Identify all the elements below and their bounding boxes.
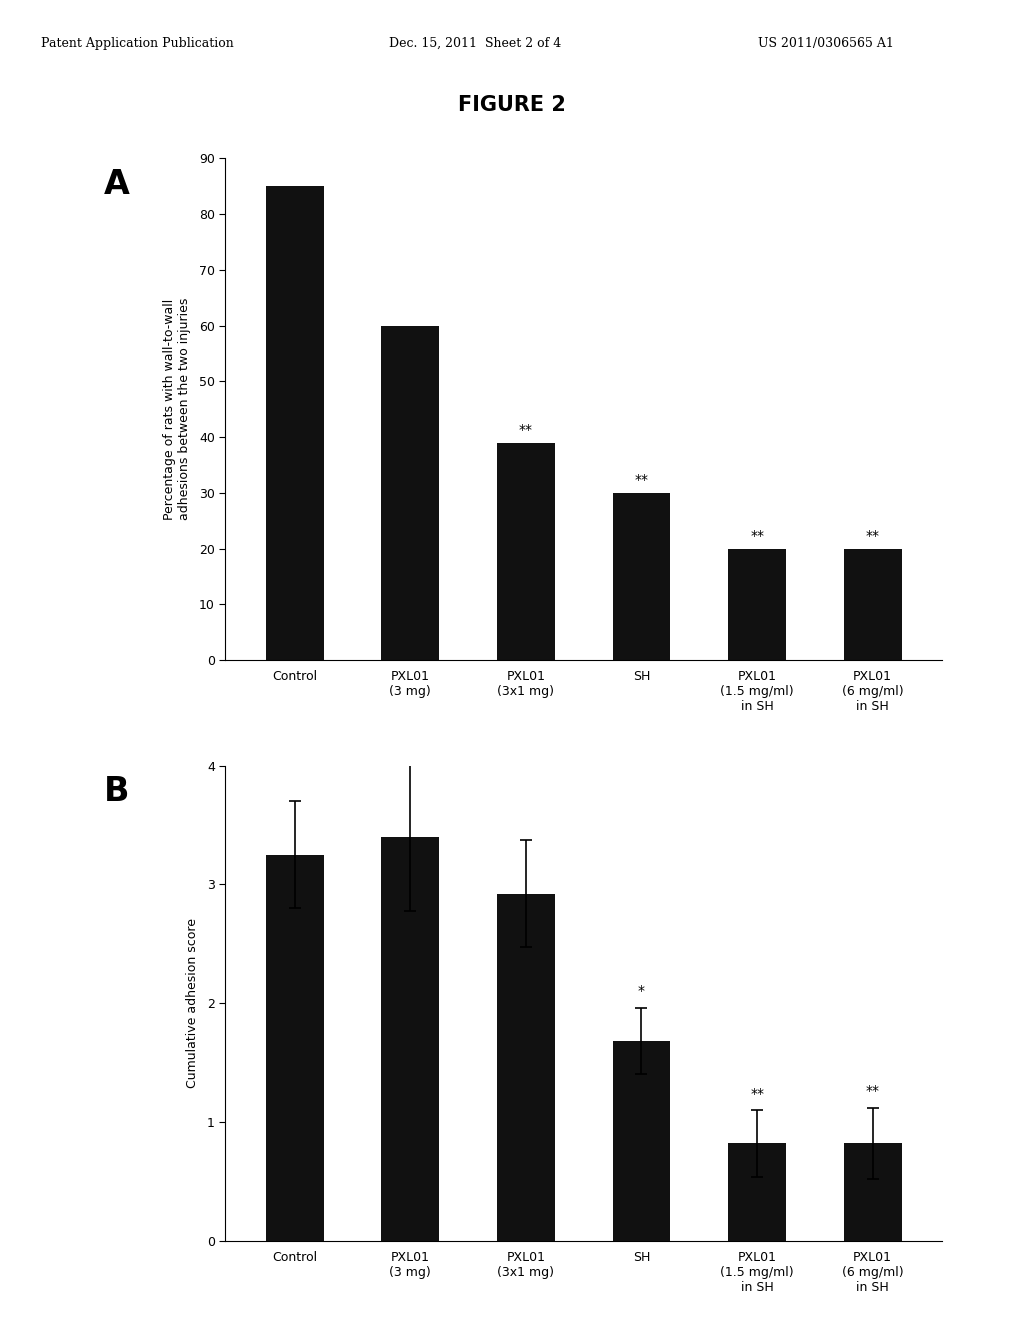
Bar — [728, 549, 786, 660]
Bar — [612, 1041, 671, 1241]
Text: B: B — [103, 775, 129, 808]
Bar — [844, 549, 901, 660]
Bar — [497, 894, 555, 1241]
Y-axis label: Cumulative adhesion score: Cumulative adhesion score — [185, 919, 199, 1088]
Text: Dec. 15, 2011  Sheet 2 of 4: Dec. 15, 2011 Sheet 2 of 4 — [389, 37, 561, 50]
Text: Patent Application Publication: Patent Application Publication — [41, 37, 233, 50]
Text: FIGURE 2: FIGURE 2 — [458, 95, 566, 115]
Text: US 2011/0306565 A1: US 2011/0306565 A1 — [758, 37, 894, 50]
Bar — [266, 186, 324, 660]
Text: **: ** — [865, 1084, 880, 1098]
Text: **: ** — [519, 424, 532, 437]
Bar — [844, 1143, 901, 1241]
Bar — [381, 326, 439, 660]
Text: **: ** — [751, 529, 764, 543]
Text: A: A — [103, 169, 129, 202]
Text: **: ** — [751, 1086, 764, 1101]
Bar — [612, 492, 671, 660]
Bar — [497, 442, 555, 660]
Text: **: ** — [635, 474, 648, 487]
Y-axis label: Percentage of rats with wall-to-wall
adhesions between the two injuries: Percentage of rats with wall-to-wall adh… — [163, 298, 190, 520]
Bar — [381, 837, 439, 1241]
Text: **: ** — [865, 529, 880, 543]
Text: *: * — [638, 985, 645, 998]
Bar — [266, 855, 324, 1241]
Bar — [728, 1143, 786, 1241]
